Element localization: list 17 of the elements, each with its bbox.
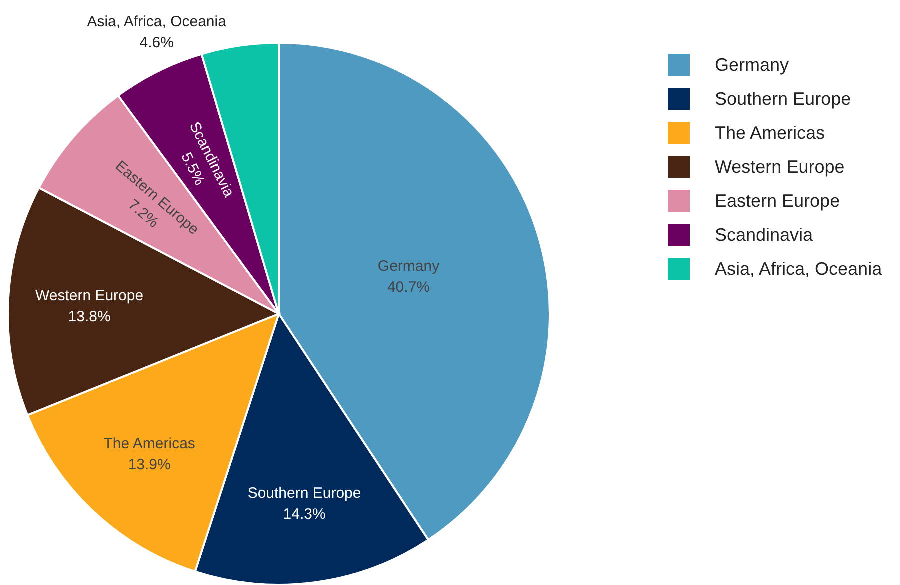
data-label: 40.7% (387, 278, 430, 296)
legend-label: Scandinavia (715, 224, 814, 246)
data-label: 4.6% (140, 34, 174, 52)
legend-label: Southern Europe (715, 88, 852, 110)
slice-label: Germany (378, 258, 440, 275)
legend-label: Germany (715, 54, 790, 76)
legend-label: Asia, Africa, Oceania (715, 258, 882, 280)
slice-label: The Americas (104, 436, 196, 453)
data-label: 13.8% (68, 308, 111, 326)
legend-label: Eastern Europe (715, 190, 840, 212)
data-label: 13.9% (128, 456, 171, 474)
slice-label: Asia, Africa, Oceania (87, 13, 228, 30)
slice-label: Southern Europe (248, 484, 362, 502)
data-label: 14.3% (283, 506, 326, 523)
slice-label: Western Europe (35, 287, 144, 304)
legend-label: Western Europe (715, 156, 845, 178)
legend-label: The Americas (715, 122, 826, 144)
